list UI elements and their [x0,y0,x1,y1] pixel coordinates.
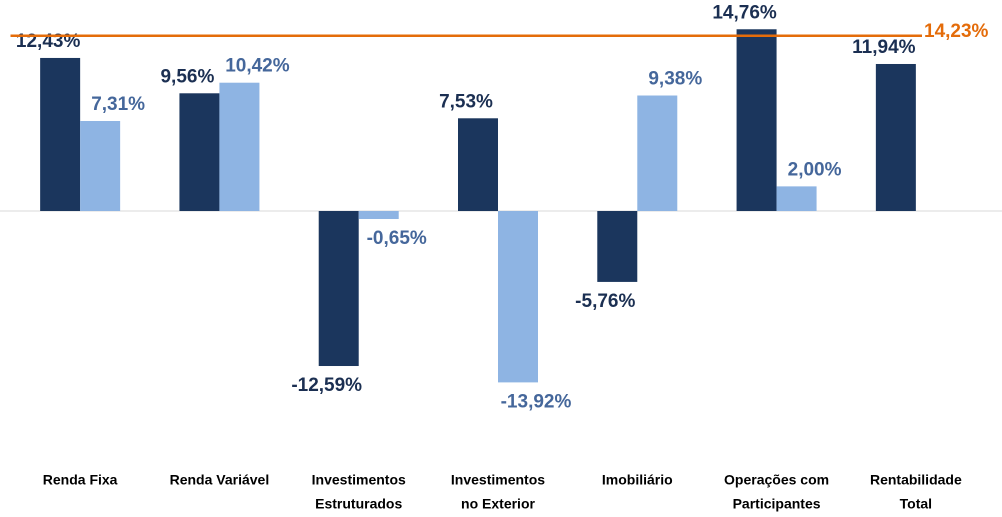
x-tick-label: no Exterior [461,496,535,512]
bar [318,211,359,367]
value-label: -13,92% [501,391,572,412]
bar [875,63,916,211]
bar [458,118,498,211]
bar [597,211,638,282]
value-label: 12,43% [16,31,81,52]
bar [637,95,678,211]
value-label: 7,53% [439,91,493,112]
x-tick-label: Renda Variável [170,472,270,488]
x-tick-label: Investimentos [451,472,545,488]
bar [358,211,399,220]
x-tick-label: Renda Fixa [43,472,118,488]
value-label: -12,59% [291,375,362,396]
x-tick-label: Estruturados [315,496,402,512]
bar [179,93,220,211]
x-tick-label: Total [900,496,932,512]
value-label: 10,42% [225,56,290,77]
x-tick-label: Operações com [724,472,829,488]
value-label: 9,38% [648,69,702,90]
bar [776,186,817,211]
value-label: 9,56% [160,66,214,87]
x-tick-label: Rentabilidade [870,472,962,488]
x-tick-label: Imobiliário [602,472,673,488]
x-tick-label: Participantes [733,496,821,512]
value-label: -5,76% [575,291,635,312]
bar [498,211,538,383]
bar [736,29,777,211]
bar [219,82,260,211]
bar [40,57,81,211]
value-label: 7,31% [91,94,145,115]
value-label: 2,00% [788,159,842,180]
value-label: -0,65% [367,228,427,249]
value-label: 14,76% [712,2,777,23]
reference-label: 14,23% [924,21,989,42]
value-label: 11,94% [852,37,915,58]
bar [80,120,121,211]
x-tick-label: Investimentos [312,472,406,488]
